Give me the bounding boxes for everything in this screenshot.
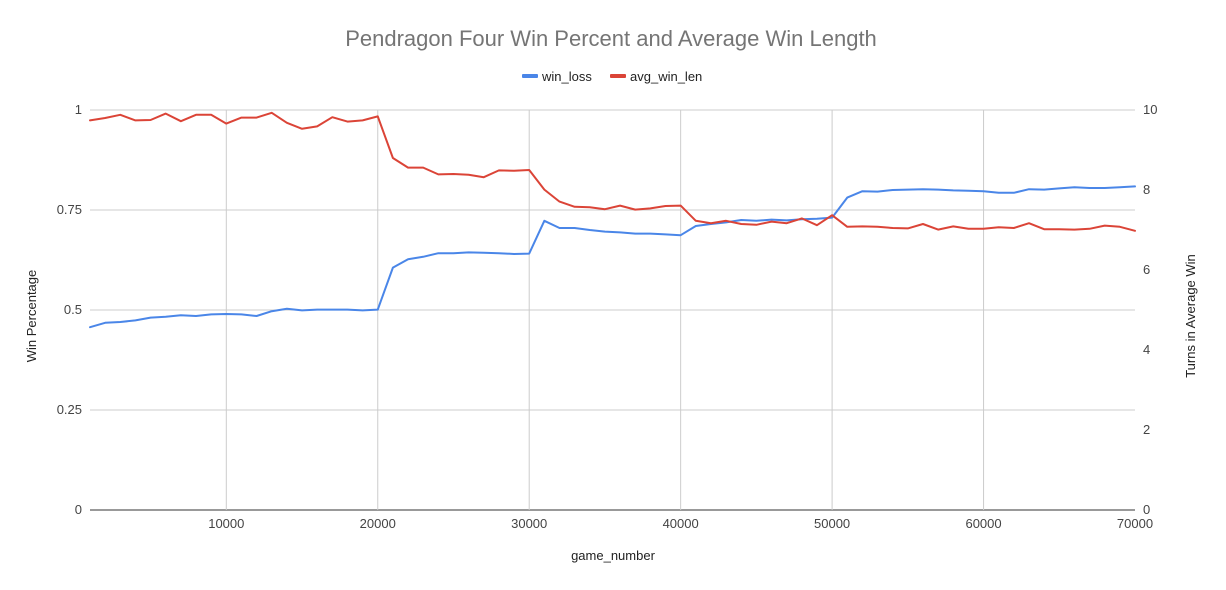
x-tick-label: 50000: [814, 516, 850, 531]
legend-swatch-avg-win-len: [610, 74, 626, 78]
legend: win_loss avg_win_len: [522, 69, 702, 84]
series-line-avg-win-len: [89, 111, 1136, 232]
series-line-win-loss: [89, 185, 1136, 329]
x-tick-label: 20000: [360, 516, 396, 531]
y-tick-label: 0.25: [57, 402, 82, 417]
y-axis-title: Win Percentage: [24, 270, 39, 363]
chart-title: Pendragon Four Win Percent and Average W…: [345, 26, 877, 51]
legend-item-avg-win-len: avg_win_len: [610, 69, 702, 84]
y2-tick-label: 2: [1143, 422, 1150, 437]
y2-tick-label: 8: [1143, 182, 1150, 197]
x-tick-label: 30000: [511, 516, 547, 531]
x-tick-label: 70000: [1117, 516, 1153, 531]
y2-axis-ticks: 0 2 4 6 8 10: [1143, 102, 1157, 517]
y2-tick-label: 10: [1143, 102, 1157, 117]
y2-tick-label: 6: [1143, 262, 1150, 277]
y-axis-ticks: 0 0.25 0.5 0.75 1: [57, 102, 82, 517]
y-tick-label: 0: [75, 502, 82, 517]
x-tick-label: 40000: [663, 516, 699, 531]
y-tick-label: 0.5: [64, 302, 82, 317]
x-axis-title: game_number: [571, 548, 655, 563]
x-tick-label: 10000: [208, 516, 244, 531]
series-lines: [89, 111, 1136, 329]
legend-label-win-loss: win_loss: [541, 69, 592, 84]
legend-label-avg-win-len: avg_win_len: [630, 69, 702, 84]
grid: [90, 109, 1135, 511]
y2-tick-label: 4: [1143, 342, 1150, 357]
x-tick-label: 60000: [965, 516, 1001, 531]
legend-swatch-win-loss: [522, 74, 538, 78]
y-tick-label: 0.75: [57, 202, 82, 217]
x-axis-ticks: 10000 20000 30000 40000 50000 60000 70000: [208, 516, 1153, 531]
y2-axis-title: Turns in Average Win: [1183, 254, 1198, 378]
legend-item-win-loss: win_loss: [522, 69, 592, 84]
y2-tick-label: 0: [1143, 502, 1150, 517]
y-tick-label: 1: [75, 102, 82, 117]
